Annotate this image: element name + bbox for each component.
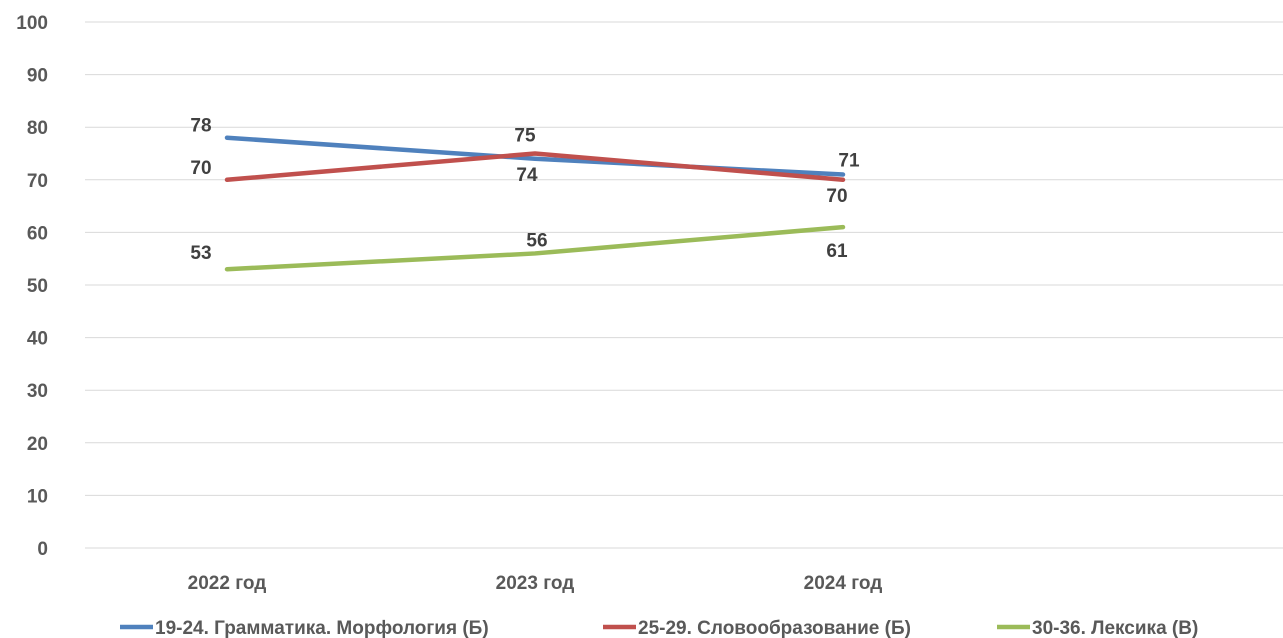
- x-tick-label: 2022 год: [188, 573, 267, 594]
- x-axis-tick-labels: 2022 год 2023 год 2024 год: [188, 573, 883, 594]
- y-tick-label: 100: [16, 13, 48, 34]
- y-tick-label: 30: [27, 381, 48, 402]
- y-axis-tick-labels: 0 10 20 30 40 50 60 70 80 90 100: [16, 13, 48, 560]
- legend-item-2: 25-29. Словообразование (Б): [603, 618, 911, 638]
- gridlines: [85, 21, 1283, 549]
- y-tick-label: 90: [27, 66, 48, 87]
- x-tick-label: 2023 год: [496, 573, 575, 594]
- data-labels: 78 74 71 70 75 70 53 56 61: [190, 116, 860, 265]
- y-tick-label: 70: [27, 171, 48, 192]
- legend-item-1: 19-24. Грамматика. Морфология (Б): [120, 618, 489, 638]
- legend-label: 30-36. Лексика (В): [1032, 618, 1198, 638]
- legend: 19-24. Грамматика. Морфология (Б) 25-29. …: [120, 618, 1198, 638]
- data-label: 56: [526, 230, 547, 251]
- legend-item-3: 30-36. Лексика (В): [997, 618, 1198, 638]
- data-label: 75: [514, 126, 536, 147]
- series-line-3: [224, 224, 846, 272]
- x-tick-label: 2024 год: [804, 573, 883, 594]
- y-tick-label: 40: [27, 329, 48, 350]
- data-label: 61: [826, 241, 848, 262]
- y-tick-label: 60: [27, 223, 48, 244]
- y-tick-label: 50: [27, 276, 48, 297]
- y-tick-label: 0: [37, 539, 48, 560]
- data-label: 71: [838, 151, 860, 172]
- legend-label: 19-24. Грамматика. Морфология (Б): [155, 618, 489, 638]
- data-label: 74: [516, 165, 538, 186]
- series-lines: [224, 135, 846, 272]
- data-label: 70: [826, 186, 847, 207]
- series-line-2: [224, 151, 846, 183]
- data-label: 53: [190, 243, 211, 264]
- y-tick-label: 20: [27, 434, 48, 455]
- data-label: 78: [190, 116, 211, 137]
- legend-label: 25-29. Словообразование (Б): [638, 618, 911, 638]
- y-tick-label: 80: [27, 118, 48, 139]
- y-tick-label: 10: [27, 486, 48, 507]
- data-label: 70: [190, 158, 211, 179]
